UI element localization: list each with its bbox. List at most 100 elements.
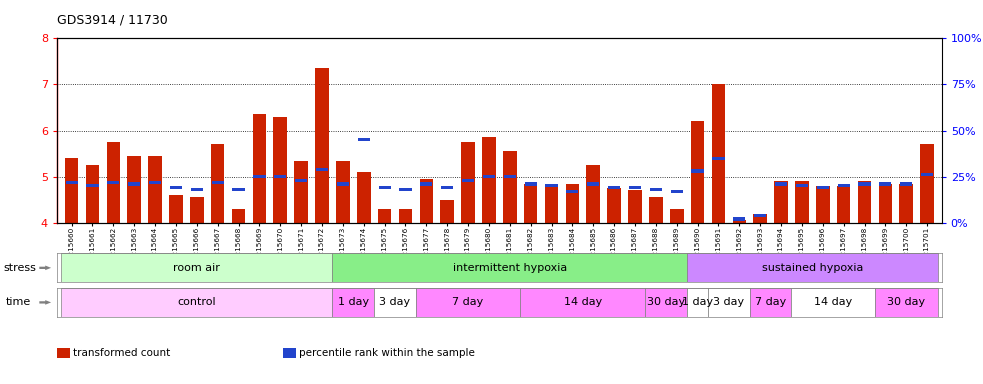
Bar [520,288,646,317]
Bar [254,175,265,178]
Bar [687,288,708,317]
Text: percentile rank within the sample: percentile rank within the sample [299,348,475,358]
Bar [420,182,433,185]
Bar [858,181,871,223]
Bar [775,181,787,223]
Bar [587,182,600,185]
Bar [503,175,516,178]
Bar [191,188,202,191]
Bar [503,151,517,223]
Bar [817,186,829,189]
Bar [733,217,745,221]
Bar [87,184,98,187]
Bar [378,186,390,189]
Bar [483,175,495,178]
Bar [750,288,791,317]
Bar [546,184,557,187]
Bar [524,184,538,223]
Bar [399,188,412,191]
Bar [713,157,724,160]
Bar [608,186,620,189]
Text: 3 day: 3 day [379,297,411,308]
Bar [416,288,520,317]
Bar [232,188,245,191]
Text: room air: room air [173,263,220,273]
Bar [377,209,391,223]
Bar [399,209,412,223]
Bar [232,209,246,223]
Bar [607,188,621,223]
Bar [190,197,203,223]
Bar [753,214,767,223]
Bar [273,117,287,223]
Bar [691,169,704,173]
Bar [375,288,416,317]
Bar [587,165,600,223]
Bar [61,253,332,282]
Bar [858,182,871,185]
Bar [565,184,579,223]
Text: GDS3914 / 11730: GDS3914 / 11730 [57,14,168,27]
Bar [211,144,224,223]
Bar [879,184,893,223]
Bar [461,142,475,223]
Bar [732,220,746,223]
Bar [879,182,892,185]
Bar [545,184,558,223]
Bar [712,84,725,223]
Bar [294,161,308,223]
Text: sustained hypoxia: sustained hypoxia [762,263,863,273]
Bar [295,179,308,182]
Text: 3 day: 3 day [714,297,744,308]
Bar [169,195,183,223]
Bar [66,180,78,184]
Bar [920,144,934,223]
Bar [462,179,474,182]
Bar [65,158,79,223]
Bar [440,200,454,223]
Text: control: control [178,297,216,308]
Bar [816,186,830,223]
Bar [691,121,705,223]
Bar [775,182,787,185]
Bar [316,168,328,171]
Bar [337,182,349,185]
Text: 7 day: 7 day [755,297,786,308]
Bar [837,186,850,223]
Bar [650,188,662,191]
Bar [649,197,663,223]
Bar [525,182,537,185]
Bar [358,138,370,141]
Text: time: time [6,297,31,308]
Bar [106,142,120,223]
Bar [107,180,120,184]
Bar [420,179,434,223]
Text: 1 day: 1 day [682,297,713,308]
Bar [629,186,641,189]
Bar [708,288,750,317]
Text: 14 day: 14 day [563,297,602,308]
Bar [441,186,453,189]
Bar [482,137,495,223]
Bar [796,184,808,187]
Bar [253,114,266,223]
Bar [795,181,809,223]
Bar [128,156,141,223]
Bar [357,172,371,223]
Bar [670,190,683,193]
Bar [149,180,161,184]
Bar [900,182,912,185]
Bar [670,209,683,223]
Bar [628,190,642,223]
Bar [128,182,141,185]
Text: 1 day: 1 day [338,297,369,308]
Bar [566,190,579,193]
Text: transformed count: transformed count [73,348,170,358]
Bar [148,156,162,223]
Bar [899,184,913,223]
Text: intermittent hypoxia: intermittent hypoxia [453,263,567,273]
Bar [921,173,933,176]
Bar [838,184,849,187]
Bar [274,175,286,178]
Text: 30 day: 30 day [647,297,685,308]
